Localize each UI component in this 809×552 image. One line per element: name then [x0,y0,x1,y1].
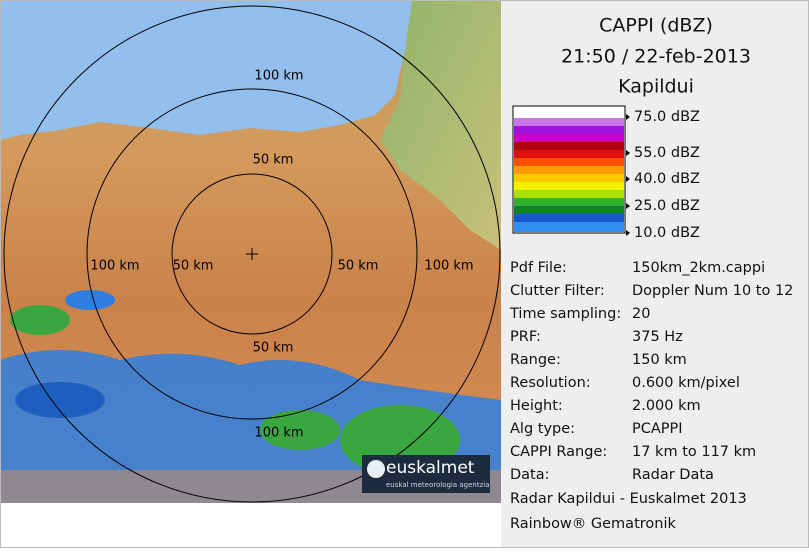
ring-label: 100 km [90,259,139,274]
ring-label: 100 km [254,69,303,84]
info-label: Range: [510,352,561,368]
map-footer [0,503,501,548]
info-label: Clutter Filter: [510,283,605,299]
scale-label: 25.0 dBZ [634,198,700,214]
info-value: 0.600 km/pixel [632,375,740,391]
info-value: 17 km to 117 km [632,444,756,460]
info-table: Pdf File: 150km_2km.cappi Clutter Filter: D… [509,260,793,483]
info-value: 150 km [632,352,687,368]
info-value: Radar Data [632,467,714,483]
logo-name: euskalmet [386,458,475,478]
info-panel [501,0,809,548]
radar-map: 100 km 50 km 100 km 50 km 50 km 100 km 5… [0,0,501,503]
panel-site: Kapildui [618,76,694,98]
info-label: Data: [510,467,550,483]
info-label: Alg type: [510,421,575,437]
sea [0,0,412,140]
range-ring [86,88,418,420]
info-value: 375 Hz [632,329,683,345]
logo-tagline: euskal meteorologia agentzia [386,481,490,489]
ring-label: 50 km [338,259,379,274]
panel-datetime: 21:50 / 22-feb-2013 [561,46,751,68]
color-scale: 75.0 dBZ 55.0 dBZ 40.0 dBZ 25.0 dBZ 10.0… [512,105,700,241]
ring-label: 100 km [254,426,303,441]
info-label: CAPPI Range: [510,444,607,460]
info-label: PRF: [510,329,541,345]
ring-label: 50 km [253,341,294,356]
info-value: 20 [632,306,650,322]
info-label: Resolution: [510,375,591,391]
scale-label: 40.0 dBZ [634,171,700,187]
range-ring [3,5,501,503]
info-label: Pdf File: [510,260,567,276]
range-ring [171,173,333,335]
scale-label: 10.0 dBZ [634,225,700,241]
ring-label: 100 km [424,259,473,274]
info-value: PCAPPI [632,421,683,437]
info-value: 150km_2km.cappi [632,260,765,276]
panel-title: CAPPI (dBZ) [599,15,713,37]
ring-label: 50 km [253,153,294,168]
radar-center [246,248,258,260]
info-label: Height: [510,398,563,414]
credit: Radar Kapildui - Euskalmet 2013 [510,491,747,507]
logo: euskalmet euskal meteorologia agentzia [362,455,490,493]
info-value: Doppler Num 10 to 12 [632,283,793,299]
scale-label: 55.0 dBZ [634,145,700,161]
ring-label: 50 km [173,259,214,274]
scale-label: 75.0 dBZ [634,109,700,125]
info-value: 2.000 km [632,398,701,414]
info-label: Time sampling: [509,306,621,322]
credit: Rainbow® Gematronik [510,516,676,532]
